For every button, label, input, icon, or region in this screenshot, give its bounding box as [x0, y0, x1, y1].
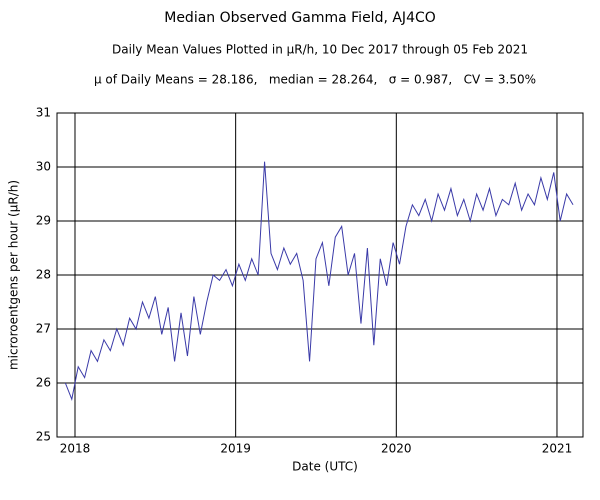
y-tick-label: 26	[36, 376, 51, 390]
plot-frame	[56, 112, 584, 438]
x-tick-label: 2019	[220, 442, 251, 456]
y-axis-label: microroentgens per hour (μR/h)	[7, 180, 21, 370]
chart-subtitle: Daily Mean Values Plotted in μR/h, 10 De…	[112, 43, 528, 57]
x-tick-label: 2020	[381, 442, 412, 456]
y-tick-label: 27	[36, 322, 51, 336]
chart-title: Median Observed Gamma Field, AJ4CO	[164, 10, 436, 26]
data-line	[64, 161, 574, 401]
y-tick-label: 29	[36, 214, 51, 228]
annotation: μ of Daily Means = 28.186, median = 28.2…	[94, 73, 536, 87]
y-tick-label: 30	[36, 160, 51, 174]
x-tick-label: 2018	[60, 442, 91, 456]
y-tick-label: 31	[36, 106, 51, 120]
y-tick-label: 25	[36, 430, 51, 444]
y-tick-label: 28	[36, 268, 51, 282]
x-tick-label: 2021	[542, 442, 573, 456]
x-axis-label: Date (UTC)	[292, 460, 358, 474]
